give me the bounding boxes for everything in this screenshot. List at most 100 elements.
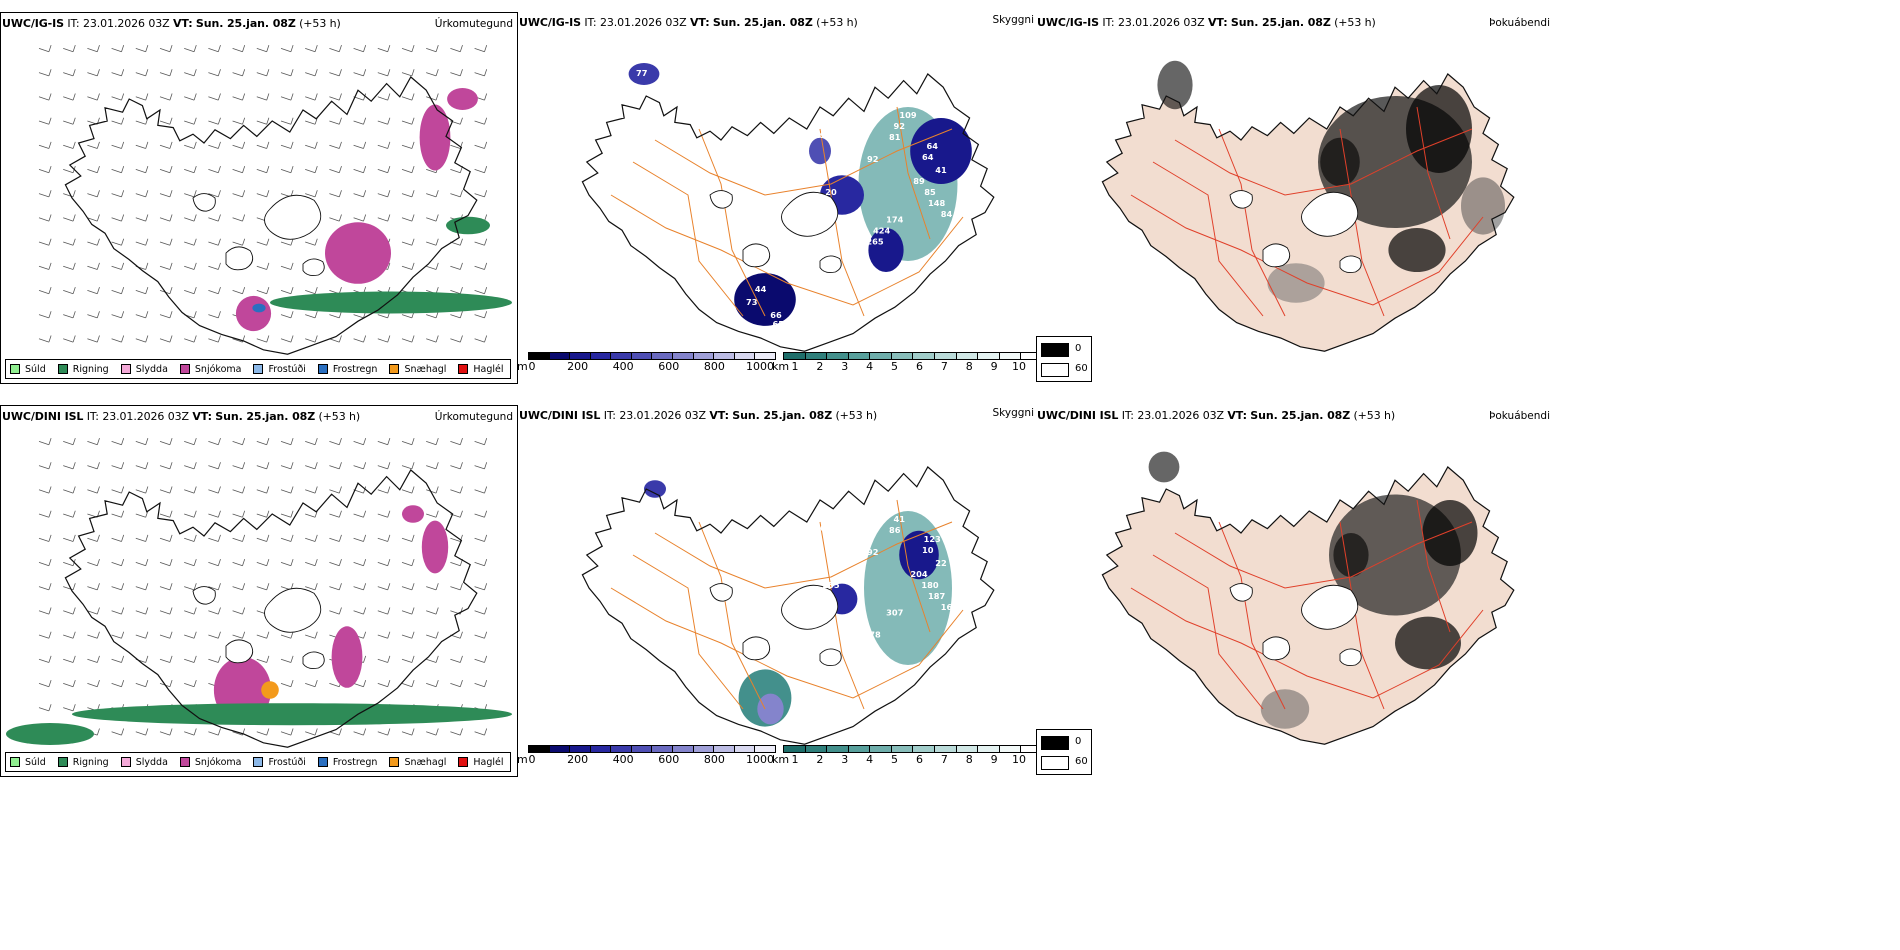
fog-legend-value: 60: [1075, 363, 1088, 374]
visibility-value-label: 148: [928, 198, 945, 208]
visibility-value-label: 92: [893, 121, 905, 131]
legend-label: Snæhagl: [404, 363, 447, 375]
colorbar-step: [529, 353, 550, 359]
legend-swatch: [458, 757, 469, 767]
colorbar-step: [935, 353, 957, 359]
legend-item: Slydda: [120, 756, 168, 768]
colorbar-step: [755, 353, 775, 359]
colorbar-tick: 0: [528, 753, 536, 766]
legend-label: Slydda: [135, 756, 168, 768]
road-network: [1130, 106, 1484, 317]
panel-title: Þokuábendi: [1489, 410, 1550, 422]
colorbar-step: [870, 353, 892, 359]
init-time: 23.01.2026 03Z: [1137, 409, 1224, 422]
colorbar-swatches: [783, 352, 1036, 360]
model-name: UWC/IG-IS: [2, 17, 64, 30]
legend-item: Snæhagl: [389, 364, 446, 375]
visibility-value-label: 424: [873, 225, 890, 235]
colorbar-tick: 200: [567, 360, 589, 373]
precip-type-panel: UWC/DINI ISL IT: 23.01.2026 03Z VT: Sun.…: [0, 405, 518, 777]
colorbar-tick: 9: [990, 360, 998, 373]
glacier-outline: [192, 193, 216, 212]
colorbar-step: [734, 746, 756, 752]
init-time-label: IT:: [67, 17, 80, 30]
panel-header: UWC/DINI ISL IT: 23.01.2026 03Z VT: Sun.…: [1037, 409, 1395, 422]
colorbar-step: [978, 353, 1000, 359]
visibility-map: 7719926410992816441201748985148842654248…: [581, 63, 995, 352]
legend-item: Rigning: [57, 756, 109, 768]
visibility-value-label: 265: [866, 236, 883, 246]
colorbar-step: [714, 746, 735, 752]
field-area: [6, 723, 94, 745]
field-area: [1148, 451, 1180, 483]
field-area: [899, 530, 939, 580]
visibility-value-label: 255: [822, 580, 839, 590]
init-time-label: IT:: [584, 16, 597, 29]
colorbar-step: [891, 353, 914, 359]
visibility-value-label: 78: [869, 630, 881, 640]
valid-time-label: VT:: [1207, 16, 1228, 29]
colorbar-step: [611, 353, 632, 359]
glacier-outline: [1229, 190, 1253, 209]
fog-index-panel: UWC/IG-IS IT: 23.01.2026 03Z VT: Sun. 25…: [1036, 12, 1558, 384]
road-network: [610, 499, 964, 710]
colorbar-step: [913, 746, 936, 752]
visibility-value-label: 85: [924, 187, 936, 197]
colorbar-step: [827, 746, 849, 752]
lead-time: (+53 h): [816, 16, 858, 29]
legend-item: Slydda: [120, 363, 168, 375]
colorbar-step: [693, 353, 715, 359]
precip-type-panel: UWC/IG-IS IT: 23.01.2026 03Z VT: Sun. 25…: [0, 12, 518, 384]
visibility-value-label: 12: [792, 176, 804, 186]
field-area: [757, 693, 784, 725]
colorbar-step: [999, 746, 1022, 752]
visibility-value-label: 65: [772, 319, 784, 329]
precip-legend: Súld Rigning Slydda Snjókoma Frostúði Frostre…: [5, 359, 511, 379]
visibility-value-label: 77: [636, 68, 648, 78]
colorbar-step: [848, 746, 871, 752]
model-name: UWC/IG-IS: [519, 16, 581, 29]
colorbar-step: [570, 746, 591, 752]
glacier-outline: [781, 191, 839, 237]
colorbar-step: [956, 746, 979, 752]
field-area: [421, 520, 449, 574]
panel-header: UWC/IG-IS IT: 23.01.2026 03Z VT: Sun. 25…: [519, 16, 858, 29]
colorbar-kilometers: km 1 2 3 4 5 6 7 8 9 10: [772, 350, 1036, 384]
fog-map: [1101, 451, 1515, 745]
colorbar-tick: 8: [965, 360, 973, 373]
colorbar-tick: 1: [791, 360, 799, 373]
init-time: 23.01.2026 03Z: [82, 17, 170, 30]
colorbar-step: [805, 746, 828, 752]
init-time-label: IT:: [1102, 16, 1115, 29]
coastline: [64, 469, 478, 748]
field-area: [270, 291, 512, 314]
model-name: UWC/DINI ISL: [519, 409, 601, 422]
legend-label: Rigning: [72, 756, 109, 768]
glacier-outline: [819, 255, 842, 273]
field-area: [868, 228, 904, 272]
legend-label: Slydda: [135, 363, 168, 375]
colorbar-step: [652, 746, 674, 752]
legend-swatch: [57, 364, 68, 374]
field-area: [261, 681, 279, 699]
visibility-value-label: 41: [893, 514, 905, 524]
valid-time: Sun. 25.jan. 08Z: [1230, 16, 1331, 29]
colorbar-tick: 9: [990, 753, 998, 766]
visibility-value-label: 16: [814, 523, 826, 533]
field-area: [402, 505, 424, 523]
colorbar-tick: 2: [816, 360, 824, 373]
coastline: [581, 73, 995, 352]
colorbar-tick: 8: [965, 753, 973, 766]
colorbar-tick: 10: [1012, 360, 1026, 373]
legend-item: Snæhagl: [389, 757, 446, 768]
legend-item: Snjókoma: [179, 364, 241, 375]
colorbar-tick: 1: [791, 753, 799, 766]
colorbar-step: [570, 353, 591, 359]
field-area: [252, 303, 266, 313]
visibility-value-label: 84: [941, 209, 953, 219]
glacier-outline: [264, 587, 322, 633]
colorbar-unit: m: [518, 753, 528, 766]
valid-time: Sun. 25.jan. 08Z: [1250, 409, 1351, 422]
colorbar-step: [673, 746, 694, 752]
